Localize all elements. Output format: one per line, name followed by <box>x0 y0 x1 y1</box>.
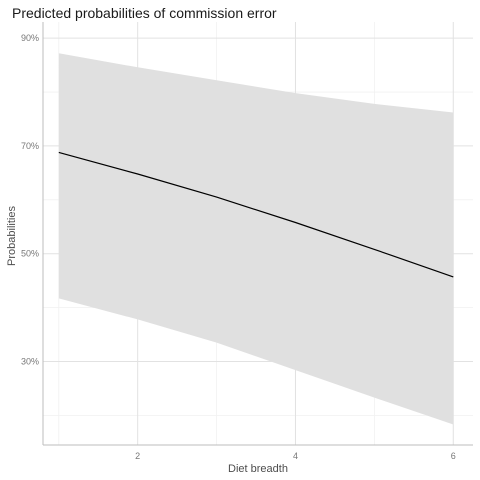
x-axis-label: Diet breadth <box>228 463 288 475</box>
y-tick-label: 70% <box>21 141 39 151</box>
y-tick-label: 50% <box>21 249 39 259</box>
confidence-band <box>58 53 454 425</box>
chart-title: Predicted probabilities of commission er… <box>12 5 277 21</box>
prediction-line-group <box>58 151 454 278</box>
confidence-band-area <box>58 53 454 425</box>
prediction-line <box>58 151 454 278</box>
x-tick-label: 2 <box>135 451 140 461</box>
y-axis-label: Probabilities <box>6 206 18 266</box>
y-tick-label: 90% <box>21 33 39 43</box>
x-tick-label: 4 <box>293 451 298 461</box>
y-tick-label: 30% <box>21 356 39 366</box>
axes <box>42 22 473 446</box>
tick-labels: 2 4 6 30% 50% 70% 90% <box>21 33 456 461</box>
x-tick-label: 6 <box>451 451 456 461</box>
